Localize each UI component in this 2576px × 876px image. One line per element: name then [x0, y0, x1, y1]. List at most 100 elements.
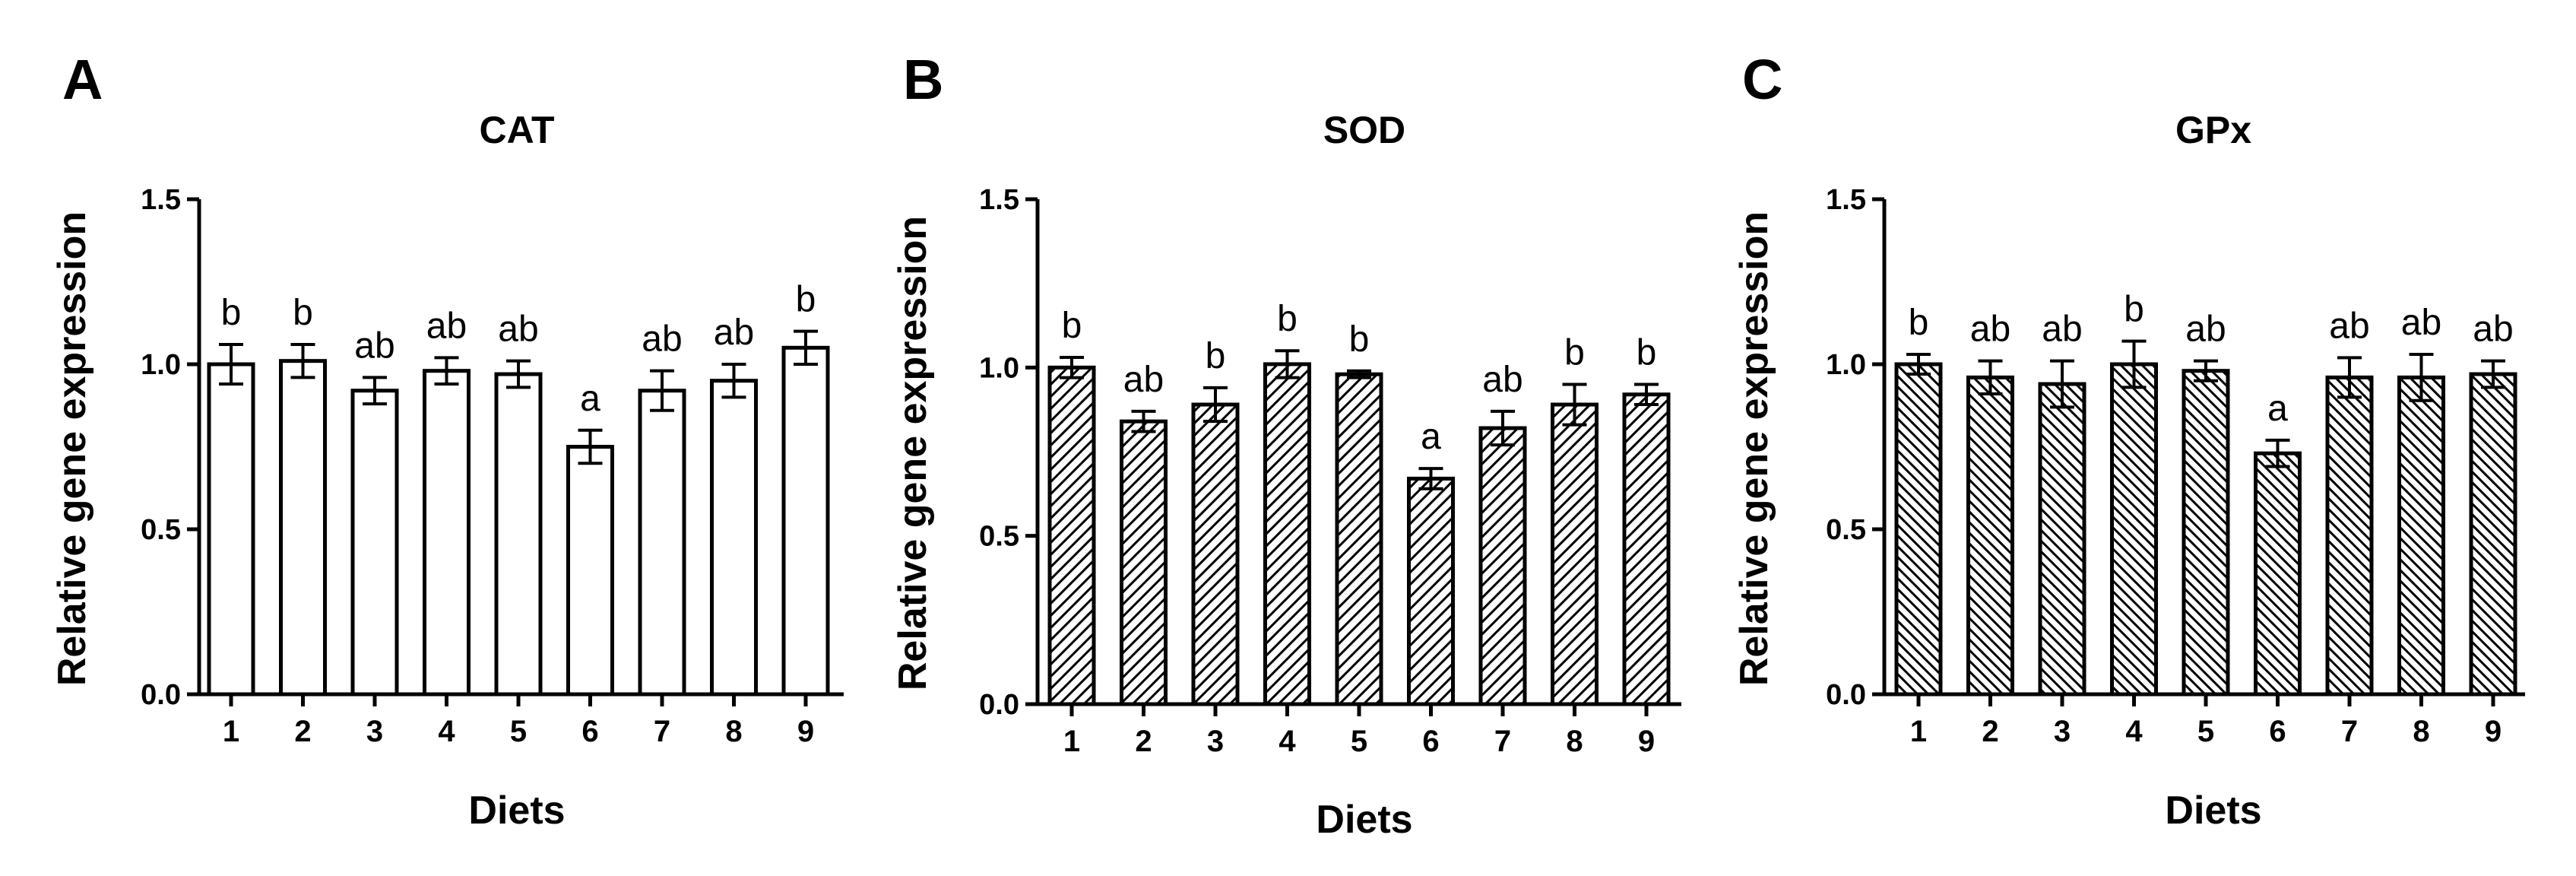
- chart-sod: B SOD Relative gene expression Diets 0.0…: [891, 48, 1681, 842]
- x-tick-label: 3: [2054, 715, 2071, 748]
- y-tick-label: 0.5: [1826, 514, 1866, 546]
- y-tick-label: 1.5: [1826, 184, 1866, 216]
- chart-title: SOD: [1323, 109, 1405, 151]
- bar: [2397, 375, 2445, 697]
- panel-label: A: [62, 48, 103, 111]
- y-tick-label: 1.0: [141, 349, 181, 381]
- x-tick-label: 9: [1638, 725, 1655, 758]
- bar: [1622, 392, 1671, 706]
- significance-label: ab: [354, 325, 394, 366]
- x-tick-label: 7: [2341, 715, 2358, 748]
- significance-label: a: [1421, 417, 1441, 457]
- bar: [1120, 419, 1168, 706]
- chart-title: GPx: [2175, 109, 2251, 151]
- panel-label: B: [903, 48, 943, 111]
- bar: [350, 389, 399, 697]
- y-tick-label: 1.5: [979, 184, 1019, 216]
- x-tick-label: 4: [438, 715, 455, 748]
- significance-label: ab: [2042, 309, 2082, 350]
- bar: [2110, 362, 2158, 697]
- y-axis-label: Relative gene expression: [891, 216, 935, 690]
- bar: [423, 369, 471, 697]
- x-tick-label: 5: [510, 715, 527, 748]
- x-tick-label: 9: [2485, 715, 2502, 748]
- significance-label: ab: [426, 306, 467, 346]
- bar: [1335, 372, 1383, 706]
- bar: [1894, 362, 1943, 697]
- significance-label: b: [796, 280, 816, 320]
- x-tick-label: 3: [1207, 725, 1224, 758]
- y-tick-label: 1.0: [1826, 349, 1866, 381]
- chart-marks: 0.0 0.5 1.0 1.5 1 b 2 b 3 ab 4 ab 5 ab 6 a 7 ab 8 ab 9 b: [141, 184, 844, 748]
- significance-label: ab: [1970, 309, 2010, 350]
- x-tick-label: 7: [654, 715, 670, 748]
- chart-marks: 0.0 0.5 1.0 1.5 1 b 2 ab 3 ab 4 b 5 ab 6 a 7 ab 8 ab 9 ab: [1826, 184, 2525, 748]
- x-axis-label: Diets: [2165, 789, 2261, 833]
- bar: [1478, 426, 1527, 706]
- x-tick-label: 1: [223, 715, 239, 748]
- chart-cat: A CAT Relative gene expression Diets 0.0…: [50, 48, 844, 833]
- bar: [1191, 402, 1240, 706]
- x-tick-label: 6: [2269, 715, 2286, 748]
- significance-label: b: [2124, 290, 2144, 330]
- y-tick-label: 1.0: [979, 352, 1019, 384]
- y-tick-label: 0.0: [979, 689, 1019, 721]
- y-tick-label: 0.5: [141, 514, 181, 546]
- chart-title: CAT: [479, 109, 554, 151]
- panel-label: C: [1742, 48, 1782, 111]
- x-tick-label: 8: [725, 715, 742, 748]
- x-tick-label: 5: [2197, 715, 2214, 748]
- x-tick-label: 6: [1422, 725, 1439, 758]
- bar: [2038, 382, 2086, 697]
- chart-gpx: C GPx Relative gene expression Diets 0.0…: [1732, 48, 2525, 833]
- y-axis-label: Relative gene expression: [1732, 211, 1776, 686]
- x-tick-label: 6: [581, 715, 598, 748]
- bar: [2469, 372, 2517, 697]
- significance-label: b: [1909, 303, 1929, 343]
- y-tick-label: 0.5: [979, 521, 1019, 553]
- significance-label: ab: [2185, 309, 2226, 350]
- x-axis-label: Diets: [1316, 798, 1412, 842]
- bar: [1047, 365, 1096, 706]
- bar: [1966, 375, 2014, 697]
- bar: [279, 359, 327, 697]
- x-tick-label: 2: [1982, 715, 1998, 748]
- significance-label: b: [221, 293, 242, 333]
- y-axis-label: Relative gene expression: [50, 211, 94, 686]
- significance-label: a: [580, 379, 600, 419]
- x-tick-label: 7: [1494, 725, 1511, 758]
- bar: [1551, 402, 1599, 706]
- x-tick-label: 9: [797, 715, 814, 748]
- significance-label: b: [1349, 319, 1370, 360]
- bar: [566, 445, 614, 697]
- bar: [2182, 369, 2230, 697]
- x-tick-label: 2: [294, 715, 311, 748]
- significance-label: b: [1637, 332, 1657, 373]
- bar: [638, 389, 686, 697]
- bar: [494, 372, 543, 697]
- bar: [1263, 362, 1311, 706]
- bar: [710, 379, 758, 697]
- significance-label: ab: [498, 309, 538, 350]
- significance-label: ab: [2473, 309, 2513, 350]
- x-axis-label: Diets: [468, 789, 565, 833]
- significance-label: b: [1206, 336, 1226, 376]
- x-tick-label: 1: [1910, 715, 1927, 748]
- x-tick-label: 1: [1063, 725, 1080, 758]
- x-tick-label: 8: [1566, 725, 1583, 758]
- significance-label: ab: [1123, 360, 1164, 400]
- significance-label: ab: [714, 313, 754, 353]
- significance-label: b: [1062, 306, 1082, 346]
- significance-label: ab: [642, 319, 682, 360]
- x-tick-label: 5: [1351, 725, 1367, 758]
- x-tick-label: 2: [1135, 725, 1152, 758]
- x-tick-label: 4: [2125, 715, 2143, 748]
- significance-label: ab: [2329, 306, 2369, 346]
- bar: [2325, 375, 2374, 697]
- bar: [2254, 451, 2302, 697]
- significance-label: ab: [2401, 303, 2441, 343]
- x-tick-label: 8: [2413, 715, 2429, 748]
- significance-label: b: [293, 293, 313, 333]
